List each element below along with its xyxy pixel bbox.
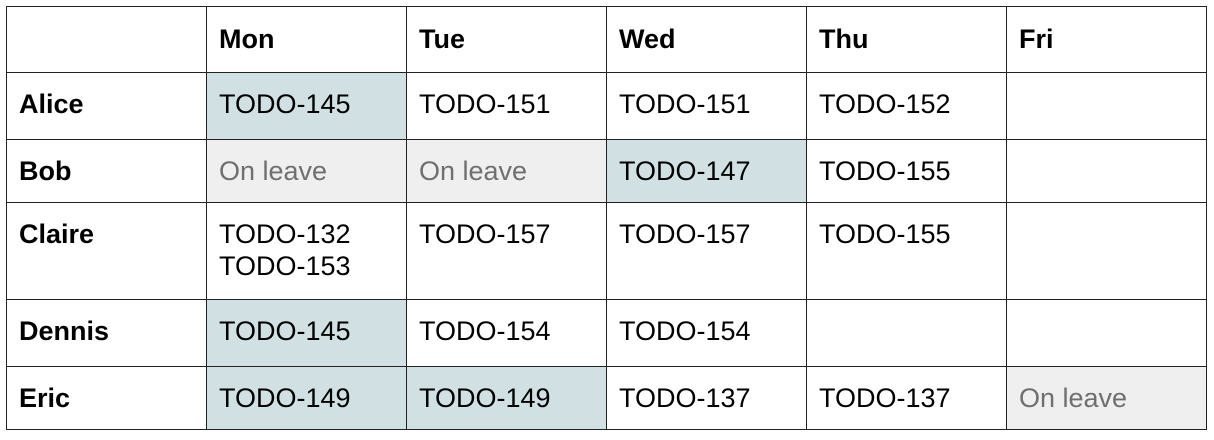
task-id: TODO-154: [419, 316, 551, 346]
schedule-cell: TODO-154: [406, 299, 607, 367]
schedule-cell: TODO-157: [606, 202, 807, 300]
task-id: TODO-153: [219, 251, 351, 281]
task-id: TODO-152: [819, 89, 951, 119]
leave-label: On leave: [1019, 383, 1128, 413]
task-id: TODO-157: [419, 219, 551, 249]
task-id: TODO-147: [619, 156, 751, 186]
table-row: Dennis TODO-145 TODO-154 TODO-154: [6, 299, 1207, 367]
day-header-tue: Tue: [406, 6, 607, 73]
schedule-cell: TODO-145: [206, 299, 407, 367]
row-header-name: Bob: [6, 139, 207, 203]
schedule-cell: TODO-155: [806, 139, 1007, 203]
schedule-cell: [1006, 299, 1207, 367]
schedule-cell: TODO-137: [606, 366, 807, 430]
day-header-wed: Wed: [606, 6, 807, 73]
table-row: Claire TODO-132 TODO-153 TODO-157 TODO-157 TO…: [6, 202, 1207, 300]
schedule-cell: [1006, 72, 1207, 140]
row-header-name: Eric: [6, 366, 207, 430]
schedule-cell: TODO-151: [406, 72, 607, 140]
schedule-cell: On leave: [406, 139, 607, 203]
corner-cell: [6, 6, 207, 73]
task-id: TODO-151: [619, 89, 751, 119]
table-row: Eric TODO-149 TODO-149 TODO-137 TODO-137 On l…: [6, 366, 1207, 430]
row-header-name: Alice: [6, 72, 207, 140]
task-id: TODO-155: [819, 219, 951, 249]
row-header-name: Dennis: [6, 299, 207, 367]
schedule-cell: TODO-145: [206, 72, 407, 140]
schedule-cell: On leave: [1006, 366, 1207, 430]
day-header-mon: Mon: [206, 6, 407, 73]
table-row: Alice TODO-145 TODO-151 TODO-151 TODO-152: [6, 72, 1207, 140]
task-id: TODO-145: [219, 316, 351, 346]
schedule-cell: TODO-155: [806, 202, 1007, 300]
day-header-thu: Thu: [806, 6, 1007, 73]
task-id: TODO-137: [819, 383, 951, 413]
task-id: TODO-157: [619, 219, 751, 249]
task-id: TODO-145: [219, 89, 351, 119]
schedule-cell: TODO-151: [606, 72, 807, 140]
day-header-fri: Fri: [1006, 6, 1207, 73]
row-header-name: Claire: [6, 202, 207, 300]
task-id: TODO-154: [619, 316, 751, 346]
schedule-cell: TODO-137: [806, 366, 1007, 430]
schedule-cell: [806, 299, 1007, 367]
task-id: TODO-151: [419, 89, 551, 119]
schedule-cell: On leave: [206, 139, 407, 203]
header-row: Mon Tue Wed Thu Fri: [6, 6, 1207, 73]
schedule-cell: TODO-149: [206, 366, 407, 430]
leave-label: On leave: [419, 156, 528, 186]
task-id: TODO-137: [619, 383, 751, 413]
schedule-cell: TODO-154: [606, 299, 807, 367]
schedule-cell: TODO-157: [406, 202, 607, 300]
schedule-cell: TODO-152: [806, 72, 1007, 140]
schedule-cell: TODO-147: [606, 139, 807, 203]
task-id: TODO-155: [819, 156, 951, 186]
leave-label: On leave: [219, 156, 328, 186]
schedule-table: Mon Tue Wed Thu Fri Alice TODO-145 TODO-15…: [6, 6, 1207, 430]
table-row: Bob On leave On leave TODO-147 TODO-155: [6, 139, 1207, 203]
schedule-cell: TODO-149: [406, 366, 607, 430]
task-id: TODO-149: [419, 383, 551, 413]
schedule-cell: [1006, 139, 1207, 203]
task-id: TODO-132: [219, 219, 351, 249]
schedule-cell: TODO-132 TODO-153: [206, 202, 407, 300]
schedule-cell: [1006, 202, 1207, 300]
task-id: TODO-149: [219, 383, 351, 413]
